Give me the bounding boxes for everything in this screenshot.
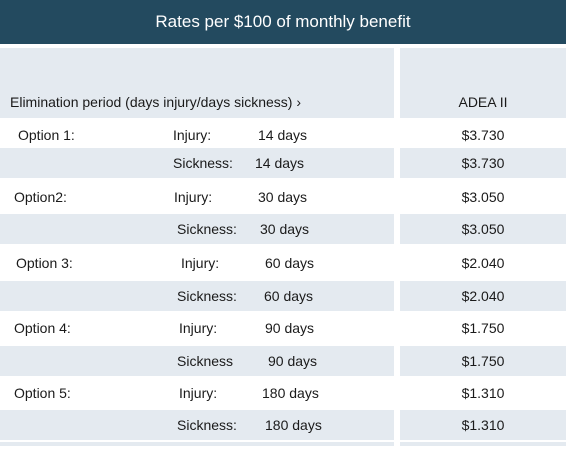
period-type: Injury: (179, 385, 218, 401)
period-days: 60 days (265, 255, 315, 271)
table-row: Option 5: Injury: 180 days $1.310 (0, 378, 566, 408)
period-days: 180 days (262, 385, 319, 401)
period-days: 30 days (260, 221, 310, 237)
elimination-header-cell: Elimination period (days injury/days sic… (0, 48, 394, 118)
period-days: 14 days (255, 155, 305, 171)
rate-value: $1.750 (461, 320, 505, 336)
option-label: Option 5: (14, 385, 71, 401)
period-type: Sickness: (177, 417, 237, 433)
table-bottom-rule (400, 442, 566, 446)
elimination-header-label: Elimination period (days injury/days sic… (10, 94, 301, 110)
table-row: Sickness: 30 days $3.050 (0, 214, 566, 244)
rate-value: $3.730 (461, 155, 505, 171)
period-type: Sickness: (177, 288, 237, 304)
table-bottom-rule (0, 442, 394, 446)
table-row: Option 3: Injury: 60 days $2.040 (0, 248, 566, 278)
table-row: Sickness: 180 days $1.310 (0, 410, 566, 440)
period-type: Sickness (177, 353, 234, 369)
rate-value: $3.730 (461, 127, 505, 143)
period-type: Injury: (173, 127, 212, 143)
rate-value: $1.750 (461, 353, 505, 369)
rate-value: $3.050 (461, 189, 505, 205)
period-days: 90 days (265, 320, 315, 336)
column-header-row: Elimination period (days injury/days sic… (0, 48, 566, 118)
period-type: Injury: (181, 255, 220, 271)
table-row: Sickness: 14 days $3.730 (0, 148, 566, 178)
plan-header-label: ADEA II (458, 94, 508, 110)
option-label: Option 4: (14, 320, 71, 336)
option-label: Option 1: (18, 127, 75, 143)
rate-value: $1.310 (461, 385, 505, 401)
period-days: 90 days (268, 353, 318, 369)
plan-header-cell: ADEA II (400, 48, 566, 118)
rate-value: $2.040 (461, 288, 505, 304)
period-days: 60 days (264, 288, 314, 304)
table-title-bar: Rates per $100 of monthly benefit (0, 0, 566, 44)
period-days: 14 days (258, 127, 308, 143)
rate-value: $3.050 (461, 221, 505, 237)
period-type: Sickness: (173, 155, 233, 171)
rate-value: $2.040 (461, 255, 505, 271)
period-type: Injury: (174, 189, 213, 205)
table-row: Option 1: Injury: 14 days $3.730 (0, 120, 566, 150)
period-type: Injury: (179, 320, 218, 336)
rate-value: $1.310 (461, 417, 505, 433)
table-row: Sickness: 60 days $2.040 (0, 281, 566, 311)
table-row: Option2: Injury: 30 days $3.050 (0, 182, 566, 212)
option-label: Option 3: (16, 255, 73, 271)
period-days: 30 days (258, 189, 308, 205)
period-type: Sickness: (177, 221, 237, 237)
option-label: Option2: (14, 189, 67, 205)
period-days: 180 days (265, 417, 322, 433)
table-row: Option 4: Injury: 90 days $1.750 (0, 313, 566, 343)
table-row: Sickness 90 days $1.750 (0, 346, 566, 376)
table-title: Rates per $100 of monthly benefit (155, 12, 411, 31)
